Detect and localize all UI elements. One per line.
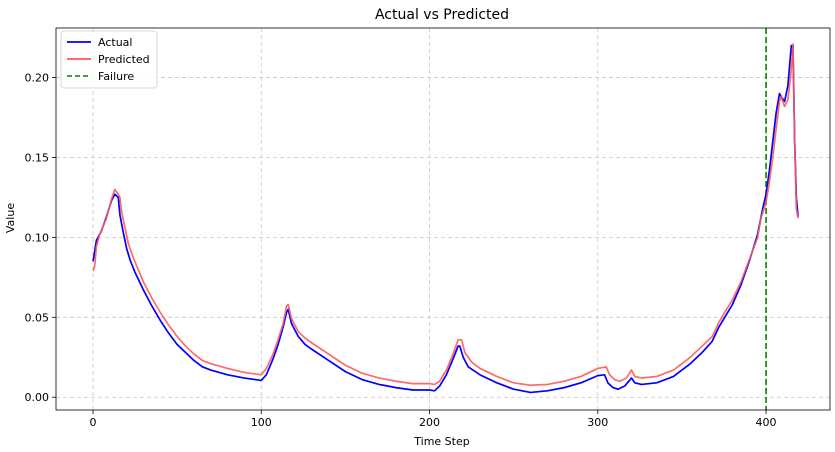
y-axis-label: Value bbox=[4, 203, 17, 233]
x-tick-label: 300 bbox=[587, 416, 608, 429]
series-lines bbox=[92, 43, 799, 394]
y-tick-label: 0.00 bbox=[25, 391, 50, 404]
y-tick-label: 0.15 bbox=[25, 151, 50, 164]
plot-frame bbox=[55, 27, 831, 411]
y-tick-label: 0.05 bbox=[25, 311, 50, 324]
predicted-line bbox=[92, 43, 799, 387]
x-axis-label: Time Step bbox=[413, 435, 469, 448]
grid bbox=[56, 28, 830, 410]
axis-ticks: 0 100 200 300 400 0.00 0.05 0.10 0.15 0.20 bbox=[25, 72, 777, 429]
y-tick-label: 0.10 bbox=[25, 231, 50, 244]
x-tick-label: 400 bbox=[756, 416, 777, 429]
x-tick-label: 200 bbox=[419, 416, 440, 429]
legend-label-failure: Failure bbox=[98, 70, 134, 83]
chart-title: Actual vs Predicted bbox=[375, 7, 509, 23]
legend-box bbox=[60, 30, 158, 89]
y-tick-label: 0.20 bbox=[25, 72, 50, 85]
x-tick-label: 0 bbox=[90, 416, 97, 429]
legend: Actual Predicted Failure bbox=[60, 30, 158, 89]
legend-label-actual: Actual bbox=[98, 36, 132, 49]
legend-label-predicted: Predicted bbox=[98, 53, 150, 66]
x-tick-label: 100 bbox=[251, 416, 272, 429]
